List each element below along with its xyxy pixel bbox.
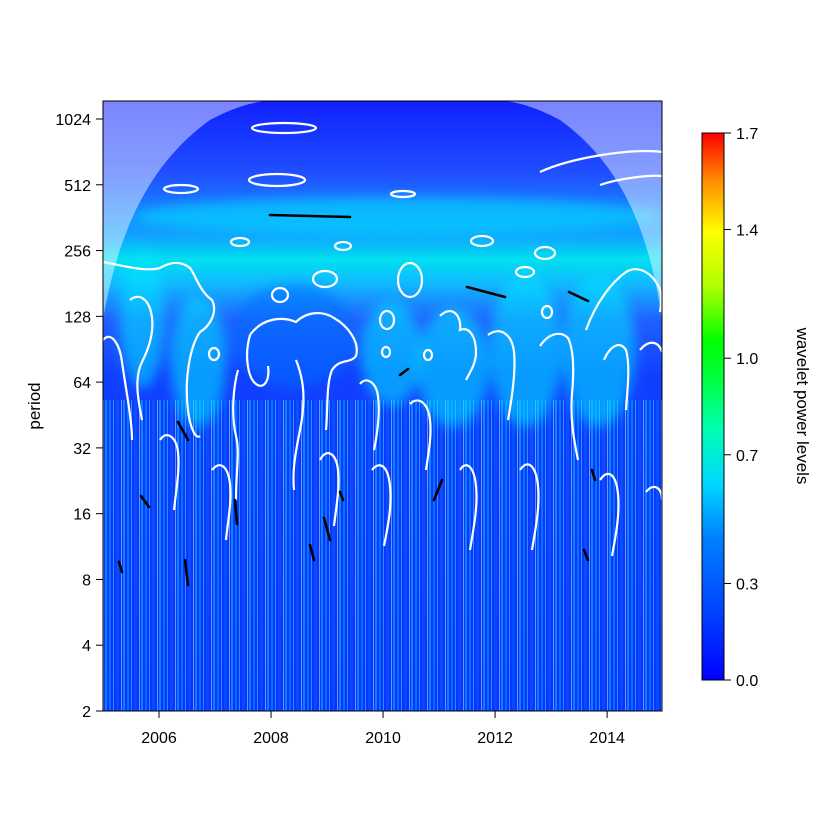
y-tick-label-6: 128 (64, 309, 91, 326)
colorbar-tick-label-1: 0.3 (736, 576, 758, 593)
y-axis-title: period (25, 382, 44, 429)
power-feature-1 (170, 295, 227, 427)
colorbar-scale (701, 132, 725, 681)
y-tick-label-1: 4 (82, 638, 91, 655)
power-feature-2 (231, 283, 356, 389)
y-tick-label-4: 32 (73, 441, 91, 458)
y-tick-label-5: 64 (73, 375, 91, 392)
colorbar-tick-label-4: 1.4 (736, 223, 758, 240)
colorbar-tick-label-5: 1.7 (736, 126, 758, 143)
power-feature-7 (131, 197, 662, 236)
y-tick-label-8: 512 (64, 178, 91, 195)
colorbar: 0.0 0.3 0.7 1.0 1.4 1.7 wavelet power levels (701, 126, 812, 690)
colorbar-title: wavelet power levels (793, 327, 812, 485)
x-tick-label-4: 2014 (589, 730, 625, 747)
colorbar-tick-label-2: 0.7 (736, 448, 758, 465)
significance-contours (103, 121, 662, 557)
x-axis: 2006 2008 2010 2012 2014 (141, 711, 625, 747)
y-tick-label-7: 256 (64, 244, 91, 261)
power-feature-0 (119, 250, 165, 389)
y-tick-label-9: 1024 (55, 112, 91, 129)
colorbar-tick-label-0: 0.0 (736, 673, 758, 690)
colorbar-ticks: 0.0 0.3 0.7 1.0 1.4 1.7 (724, 126, 758, 690)
x-tick-label-0: 2006 (141, 730, 177, 747)
plot-area (103, 101, 662, 711)
y-tick-label-2: 8 (82, 572, 91, 589)
power-feature-4 (416, 307, 490, 427)
plot-frame (102, 100, 663, 712)
power-feature-3 (360, 301, 423, 406)
power-feature-6 (562, 273, 636, 427)
y-tick-label-0: 2 (82, 704, 91, 721)
power-features (119, 197, 662, 427)
x-tick-label-1: 2008 (253, 730, 289, 747)
y-axis: 2 4 8 16 32 64 128 256 512 1024 (55, 112, 103, 721)
colorbar-tick-label-3: 1.0 (736, 351, 758, 368)
power-ridges (117, 213, 597, 587)
x-tick-label-2: 2010 (365, 730, 401, 747)
power-feature-5 (489, 273, 563, 427)
y-tick-label-3: 16 (73, 507, 91, 524)
cone-of-influence (103, 101, 662, 320)
x-tick-label-3: 2012 (477, 730, 513, 747)
heatmap-streak-region (103, 400, 662, 711)
